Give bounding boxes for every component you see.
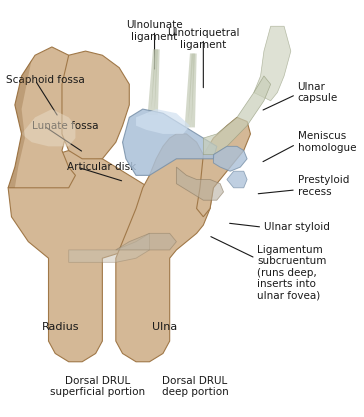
Polygon shape bbox=[203, 76, 271, 155]
Text: Prestyloid
recess: Prestyloid recess bbox=[298, 175, 349, 196]
Polygon shape bbox=[227, 171, 247, 188]
Text: Dorsal DRUL
superficial portion: Dorsal DRUL superficial portion bbox=[50, 376, 145, 397]
Polygon shape bbox=[136, 109, 190, 134]
Text: Scaphoid fossa: Scaphoid fossa bbox=[7, 75, 85, 85]
Text: Articular disk: Articular disk bbox=[67, 162, 136, 172]
Text: Ulnar
capsule: Ulnar capsule bbox=[298, 82, 338, 103]
Text: Ulna: Ulna bbox=[152, 322, 177, 332]
Polygon shape bbox=[21, 109, 75, 146]
Text: Ulnolunate
ligament: Ulnolunate ligament bbox=[126, 20, 183, 42]
Text: Dorsal DRUL
deep portion: Dorsal DRUL deep portion bbox=[162, 376, 228, 397]
Text: Radius: Radius bbox=[41, 322, 79, 332]
Polygon shape bbox=[8, 151, 156, 362]
Polygon shape bbox=[8, 59, 32, 188]
Polygon shape bbox=[213, 146, 247, 171]
Text: Meniscus
homologue: Meniscus homologue bbox=[298, 131, 356, 153]
Polygon shape bbox=[177, 167, 223, 200]
Polygon shape bbox=[69, 234, 150, 262]
Polygon shape bbox=[116, 134, 213, 362]
Polygon shape bbox=[62, 51, 129, 159]
Text: Ulnotriquetral
ligament: Ulnotriquetral ligament bbox=[167, 28, 240, 50]
Polygon shape bbox=[116, 234, 177, 250]
Polygon shape bbox=[123, 109, 217, 176]
Text: Ligamentum
subcruentum
(runs deep,
inserts into
ulnar fovea): Ligamentum subcruentum (runs deep, inser… bbox=[257, 244, 327, 301]
Polygon shape bbox=[8, 47, 75, 188]
Text: Lunate fossa: Lunate fossa bbox=[32, 121, 98, 131]
Text: Ulnar styloid: Ulnar styloid bbox=[264, 222, 330, 232]
Polygon shape bbox=[254, 26, 291, 101]
Polygon shape bbox=[197, 117, 250, 217]
